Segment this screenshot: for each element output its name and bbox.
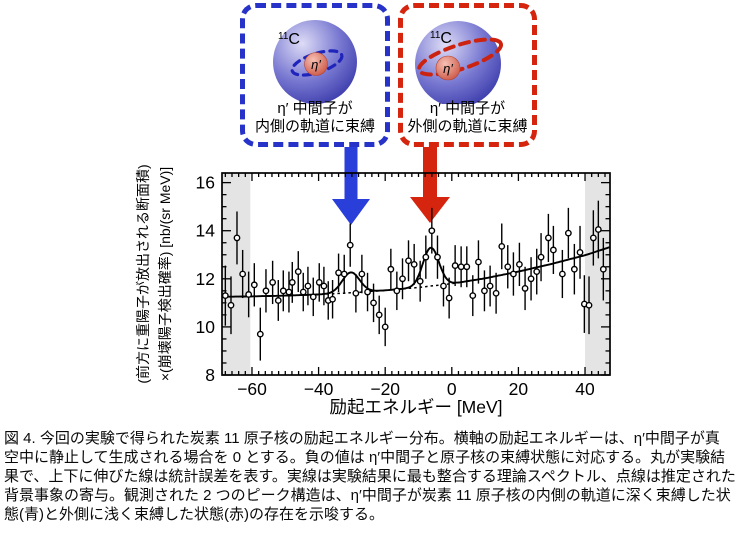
inner-orbit-box: 11C η′ η′ 中間子が 内側の軌道に束縛 [240, 3, 390, 147]
box-text-line2: 外側の軌道に束縛 [407, 118, 528, 135]
y-axis-title-line1: (前方に重陽子が放出される断面積) [135, 164, 151, 383]
eta-prime-meson [435, 55, 461, 81]
inner-orbit-box-content: 11C η′ η′ 中間子が 内側の軌道に束縛 [245, 8, 385, 142]
caption-line-2: 空中に静止して生成される場合を 0 とする。負の値は η′中間子と原子核の束縛状… [4, 449, 726, 466]
x-axis-title: 励起エネルギー [MeV] [329, 397, 502, 417]
blue-arrow-shape [332, 147, 370, 225]
svg-text:12: 12 [196, 269, 215, 289]
excitation-energy-spectrum-chart: (前方に重陽子が放出される断面積) ×(崩壊陽子検出確率) [nb/(sr Me… [135, 164, 611, 417]
outer-orbit-box: 11C η′ η′ 中間子が 外側の軌道に束縛 [398, 3, 537, 147]
svg-text:0: 0 [447, 379, 457, 399]
fit-curves [222, 246, 611, 298]
red-down-arrow-icon [410, 147, 450, 223]
box-text-line2: 内側の軌道に束縛 [254, 118, 375, 135]
outer-orbit-box-caption: η′ 中間子が 外側の軌道に束縛 [407, 100, 527, 136]
element-symbol: C [440, 30, 452, 47]
svg-text:10: 10 [196, 317, 216, 337]
outer-orbit-path-icon [416, 37, 504, 77]
axes-and-ticks [221, 172, 611, 376]
mass-number: 11 [278, 31, 289, 42]
eta-prime-label: η′ [311, 57, 321, 72]
red-arrow-shape [410, 147, 450, 223]
carbon-11-label: 11C [278, 31, 300, 48]
svg-text:−40: −40 [304, 379, 334, 399]
svg-text:20: 20 [509, 379, 529, 399]
svg-text:40: 40 [575, 379, 595, 399]
tick-labels: −60 −40 −20 0 20 40 8 10 12 14 16 [196, 173, 595, 399]
outer-orbit-box-content: 11C η′ η′ 中間子が 外側の軌道に束縛 [403, 8, 532, 142]
inner-orbit-box-caption: η′ 中間子が 内側の軌道に束縛 [255, 100, 375, 136]
box-text-line1: η′ 中間子が [277, 100, 353, 117]
caption-line-4: 背景事象の寄与。観測された 2 つのピーク構造は、η′中間子が炭素 11 原子核… [4, 487, 731, 504]
inner-orbit-nucleus-diagram: 11C η′ [273, 20, 357, 104]
carbon-11-label: 11C [430, 30, 452, 47]
data-points [221, 200, 607, 361]
caption-line-3: 果で、上下に伸びた線は統計誤差を表す。実線は実験結果に最も整合する理論スペクトル… [4, 468, 736, 485]
blue-down-arrow-icon [332, 147, 370, 225]
caption-line-1: 図 4. 今回の実験で得られた炭素 11 原子核の励起エネルギー分布。横軸の励起… [4, 430, 720, 447]
svg-text:−60: −60 [237, 379, 267, 399]
eta-prime-label: η′ [443, 61, 453, 76]
box-text-line1: η′ 中間子が [429, 100, 506, 117]
figure-caption: 図 4. 今回の実験で得られた炭素 11 原子核の励起エネルギー分布。横軸の励起… [4, 429, 750, 524]
mass-number: 11 [430, 30, 441, 41]
element-symbol: C [288, 31, 300, 48]
y-axis-title-line2: ×(崩壊陽子検出確率) [nb/(sr MeV)] [157, 167, 173, 381]
svg-text:16: 16 [196, 173, 215, 193]
svg-text:−20: −20 [370, 379, 400, 399]
eta-prime-meson [304, 52, 328, 76]
svg-text:14: 14 [196, 221, 216, 241]
outer-orbit-nucleus-diagram: 11C η′ [415, 21, 504, 104]
caption-line-5: 態(青)と外側に浅く束縛した状態(赤)の存在を示唆する。 [4, 506, 384, 523]
unphysical-region-bands [222, 173, 610, 375]
svg-text:8: 8 [205, 365, 215, 385]
